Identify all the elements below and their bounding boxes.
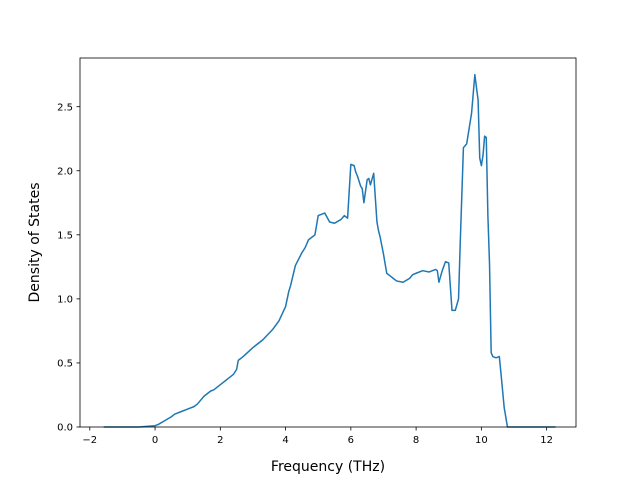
y-tick-label: 1.5 [57, 230, 73, 241]
y-tick-label: 2.5 [57, 102, 73, 113]
tick-layer: −2 0 2 4 6 8 10 12 0.0 0.5 1.0 1.5 2.0 2.5 [57, 102, 553, 446]
plot-frame [79, 57, 577, 428]
y-tick-label: 2.0 [57, 166, 73, 177]
x-tick-label: 6 [348, 435, 354, 446]
x-tick-label: −2 [82, 435, 97, 446]
x-tick-label: 0 [152, 435, 158, 446]
y-tick-label: 0.5 [57, 359, 73, 370]
series-line [103, 73, 556, 428]
y-axis-label: Density of States [27, 183, 43, 303]
y-tick-label: 0.0 [57, 423, 73, 434]
x-tick-label: 2 [217, 435, 223, 446]
x-axis-label: Frequency (THz) [271, 459, 385, 475]
y-tick-label: 1.0 [57, 294, 73, 305]
x-tick-label: 12 [540, 435, 553, 446]
x-tick-label: 4 [282, 435, 288, 446]
x-tick-label: 8 [413, 435, 419, 446]
x-tick-label: 10 [475, 435, 488, 446]
